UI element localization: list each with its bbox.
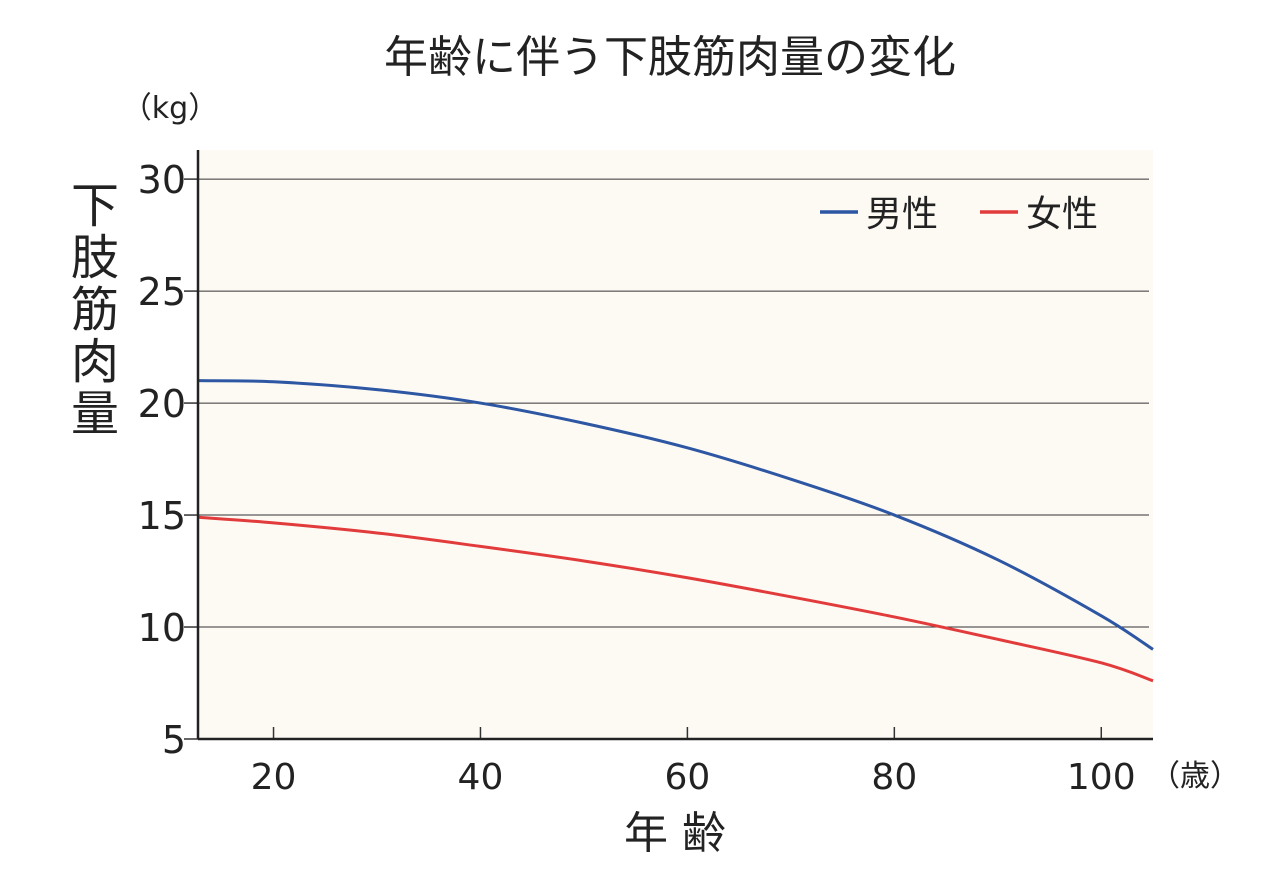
legend-label: 女性: [1026, 194, 1098, 235]
x-tick-label: 100: [1067, 757, 1136, 798]
x-unit-label: （歳）: [1150, 759, 1240, 794]
y-tick-label: 15: [138, 494, 186, 538]
chart-title: 年齢に伴う下肢筋肉量の変化: [384, 32, 956, 83]
x-tick-label: 20: [251, 757, 297, 798]
legend-label: 男性: [866, 194, 938, 235]
series-line-female: [197, 515, 1154, 683]
y-tick-label: 30: [138, 158, 186, 202]
y-tick-label: 25: [138, 270, 186, 314]
y-axis-title: 下肢筋肉量: [62, 180, 118, 440]
y-tick-label: 10: [138, 606, 186, 650]
x-tick-label: 60: [664, 757, 710, 798]
y-tick-label: 5: [162, 718, 186, 762]
y-tick-label: 20: [138, 382, 186, 426]
x-tick-label: 40: [458, 757, 504, 798]
y-unit-label: （kg）: [122, 91, 218, 126]
series-line-male: [197, 379, 1154, 651]
x-axis-title: 年 齢: [624, 808, 726, 859]
x-tick-label: 80: [871, 757, 917, 798]
